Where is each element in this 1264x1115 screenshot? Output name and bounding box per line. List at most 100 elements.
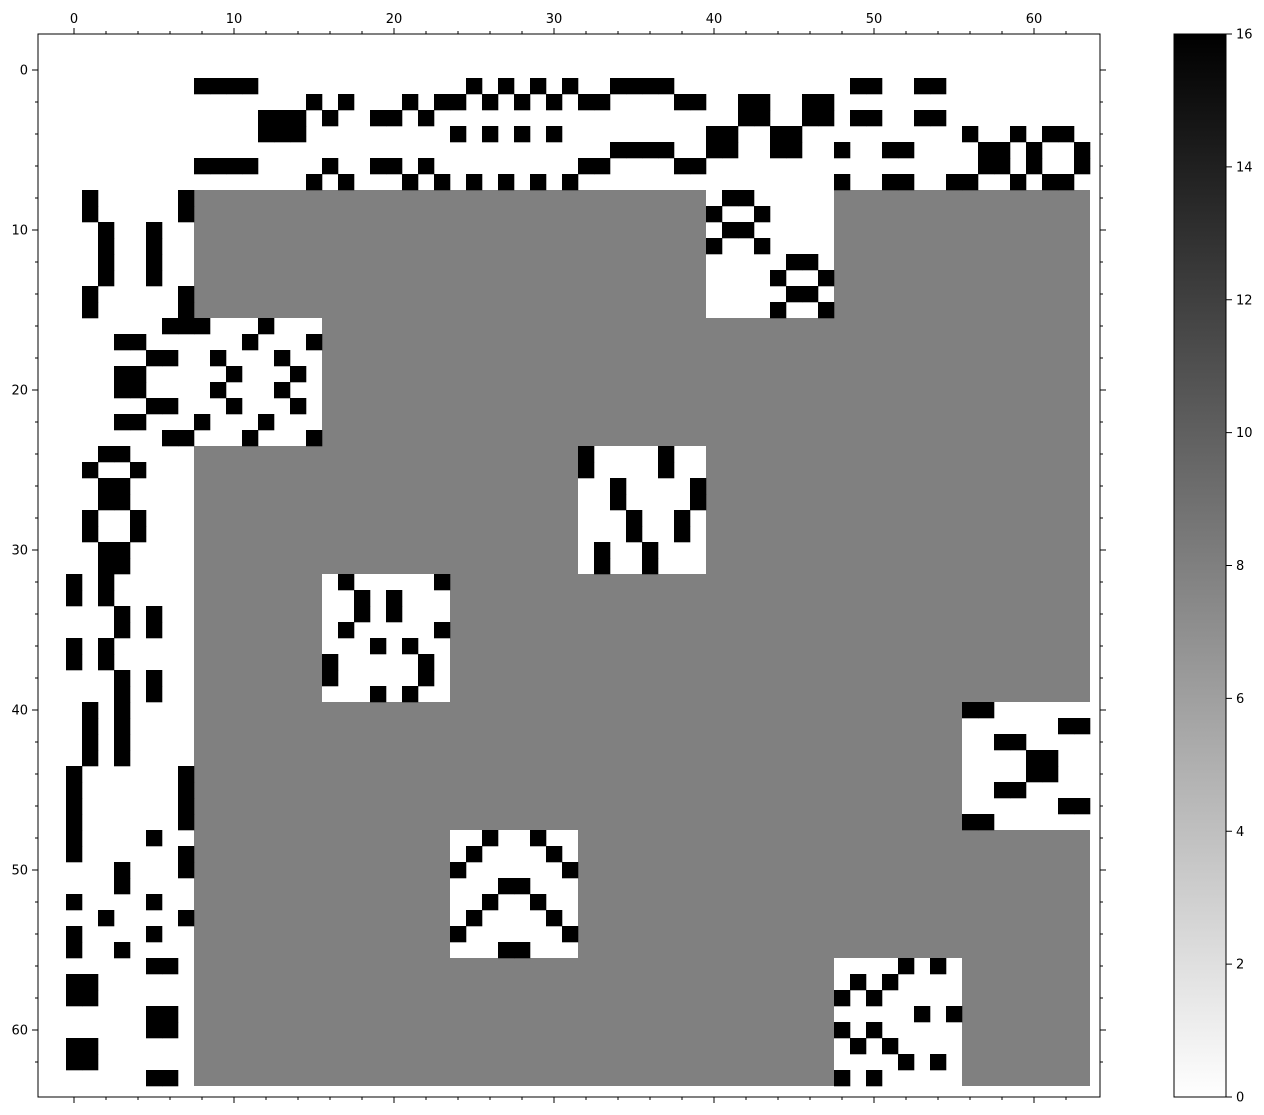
heatmap-cell bbox=[162, 430, 179, 447]
heatmap-cell bbox=[978, 142, 995, 159]
heatmap-cell bbox=[114, 862, 131, 879]
heatmap-cell bbox=[210, 382, 227, 399]
heatmap-cell bbox=[882, 174, 899, 191]
heatmap-cell bbox=[514, 878, 531, 895]
heatmap-cell bbox=[82, 734, 99, 751]
heatmap-cell bbox=[82, 974, 99, 991]
heatmap-gray-block bbox=[194, 958, 834, 1086]
x-tick-label: 50 bbox=[866, 12, 883, 27]
heatmap-cell bbox=[146, 622, 163, 639]
heatmap-cell bbox=[402, 638, 419, 655]
heatmap-cell bbox=[642, 142, 659, 159]
heatmap-cell bbox=[290, 366, 307, 383]
heatmap-cell bbox=[194, 78, 211, 95]
heatmap-cell bbox=[386, 110, 403, 127]
colorbar-tick-label: 12 bbox=[1236, 293, 1253, 308]
heatmap-cell bbox=[226, 158, 243, 175]
heatmap-cell bbox=[130, 510, 147, 527]
heatmap-cell bbox=[418, 158, 435, 175]
heatmap-cell bbox=[98, 574, 115, 591]
heatmap-cell bbox=[98, 270, 115, 287]
heatmap-cell bbox=[82, 206, 99, 223]
heatmap-cell bbox=[66, 942, 83, 959]
heatmap-cell bbox=[498, 942, 515, 959]
heatmap-cell bbox=[930, 110, 947, 127]
heatmap-cell bbox=[418, 654, 435, 671]
heatmap-cell bbox=[322, 670, 339, 687]
heatmap-cell bbox=[82, 302, 99, 319]
heatmap-cell bbox=[562, 926, 579, 943]
heatmap-cell bbox=[1074, 158, 1091, 175]
heatmap-cell bbox=[370, 158, 387, 175]
colorbar-tick-label: 2 bbox=[1236, 958, 1244, 973]
heatmap-cell bbox=[546, 94, 563, 111]
heatmap-cell bbox=[930, 78, 947, 95]
heatmap-cell bbox=[610, 478, 627, 495]
heatmap-cell bbox=[306, 174, 323, 191]
heatmap-cell bbox=[946, 1006, 963, 1023]
heatmap-cell bbox=[178, 206, 195, 223]
heatmap-cell bbox=[178, 782, 195, 799]
heatmap-cell bbox=[258, 414, 275, 431]
heatmap-cell bbox=[210, 78, 227, 95]
heatmap-cell bbox=[850, 1038, 867, 1055]
heatmap-cell bbox=[642, 78, 659, 95]
heatmap-cell bbox=[162, 1070, 179, 1087]
heatmap-cell bbox=[82, 718, 99, 735]
heatmap-cell bbox=[98, 590, 115, 607]
heatmap-cell bbox=[802, 254, 819, 271]
heatmap-cell bbox=[834, 990, 851, 1007]
heatmap-cell bbox=[450, 926, 467, 943]
heatmap-cell bbox=[802, 110, 819, 127]
heatmap-cell bbox=[98, 446, 115, 463]
heatmap-cell bbox=[258, 110, 275, 127]
heatmap-cell bbox=[482, 94, 499, 111]
heatmap-cell bbox=[386, 158, 403, 175]
heatmap-gray-block bbox=[194, 574, 322, 702]
heatmap-cell bbox=[402, 94, 419, 111]
heatmap-cell bbox=[114, 878, 131, 895]
heatmap-cell bbox=[162, 350, 179, 367]
heatmap-cell bbox=[178, 862, 195, 879]
heatmap-cell bbox=[466, 846, 483, 863]
heatmap-cell bbox=[914, 78, 931, 95]
heatmap-cell bbox=[722, 222, 739, 239]
heatmap-cell bbox=[130, 366, 147, 383]
heatmap-cell bbox=[386, 590, 403, 607]
heatmap-cell bbox=[450, 862, 467, 879]
heatmap-cell bbox=[770, 302, 787, 319]
heatmap-cell bbox=[258, 126, 275, 143]
x-tick-label: 20 bbox=[386, 12, 403, 27]
heatmap-cell bbox=[66, 1038, 83, 1055]
heatmap-cell bbox=[818, 270, 835, 287]
heatmap-cell bbox=[658, 446, 675, 463]
heatmap-cell bbox=[114, 558, 131, 575]
heatmap-cell bbox=[1042, 174, 1059, 191]
heatmap-cell bbox=[674, 158, 691, 175]
colorbar-tick-label: 0 bbox=[1236, 1091, 1244, 1106]
heatmap-cell bbox=[82, 702, 99, 719]
colorbar-tick-label: 16 bbox=[1236, 28, 1253, 43]
heatmap-cell bbox=[1058, 798, 1075, 815]
heatmap-cell bbox=[866, 990, 883, 1007]
heatmap-cell bbox=[594, 542, 611, 559]
heatmap-cell bbox=[162, 1006, 179, 1023]
heatmap-cell bbox=[338, 622, 355, 639]
heatmap-cell bbox=[82, 990, 99, 1007]
colorbar-tick-label: 6 bbox=[1236, 692, 1244, 707]
heatmap-cell bbox=[146, 238, 163, 255]
heatmap-cell bbox=[978, 702, 995, 719]
heatmap-cell bbox=[834, 1022, 851, 1039]
heatmap-cell bbox=[610, 142, 627, 159]
heatmap-cell bbox=[626, 510, 643, 527]
heatmap-cell bbox=[1058, 126, 1075, 143]
heatmap-cell bbox=[658, 462, 675, 479]
heatmap-cell bbox=[178, 766, 195, 783]
heatmap-cell bbox=[82, 286, 99, 303]
heatmap-cell bbox=[466, 174, 483, 191]
heatmap-cell bbox=[162, 398, 179, 415]
heatmap-cell bbox=[386, 606, 403, 623]
heatmap-cell bbox=[146, 830, 163, 847]
heatmap-cell bbox=[114, 542, 131, 559]
